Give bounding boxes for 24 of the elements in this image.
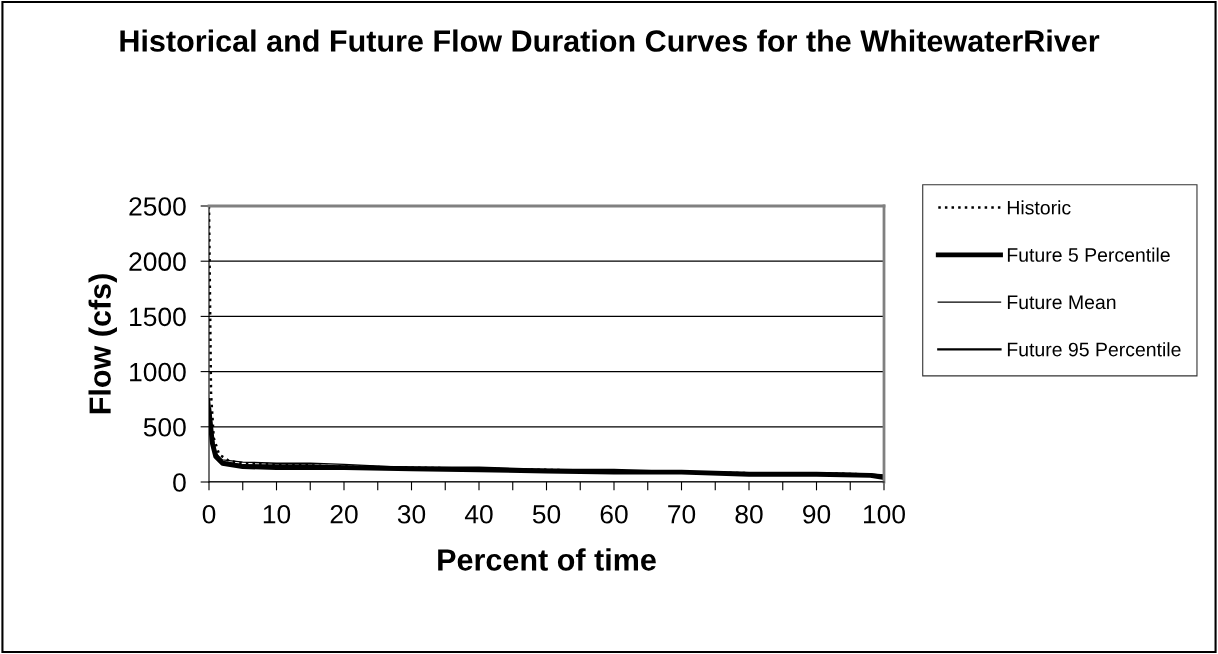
x-tick-label: 40 [464,504,493,524]
x-tick-label: 100 [864,504,905,524]
x-tick-label: 90 [803,504,831,524]
y-tick-label: 500 [143,417,186,437]
x-tick-label: 50 [532,504,561,524]
y-tick-label: 2500 [129,197,186,216]
x-tick-label: 10 [263,504,291,524]
x-axis-title: Percent of time [438,548,656,571]
legend-label: Future 95 Percentile [1007,342,1181,357]
x-tick-label: 80 [735,504,763,524]
x-tick-label: 60 [600,504,628,524]
x-tick-label: 70 [668,504,696,524]
legend-label: Future Mean [1007,295,1116,310]
x-tick-label: 0 [202,504,216,524]
y-tick-label: 1500 [130,307,186,327]
x-tick-label: 20 [330,504,358,524]
y-tick-label: 1000 [130,362,186,382]
legend-label: Future 5 Percentile [1007,247,1170,262]
legend-label: Historic [1007,200,1071,215]
x-tick-label: 30 [397,504,426,524]
chart-title: Historical and Future Flow Duration Curves for the WhitewaterRiver [120,29,1100,52]
y-tick-label: 2000 [129,252,186,272]
y-axis-title: Flow (cfs) [88,274,117,414]
y-tick-label: 0 [173,473,186,492]
